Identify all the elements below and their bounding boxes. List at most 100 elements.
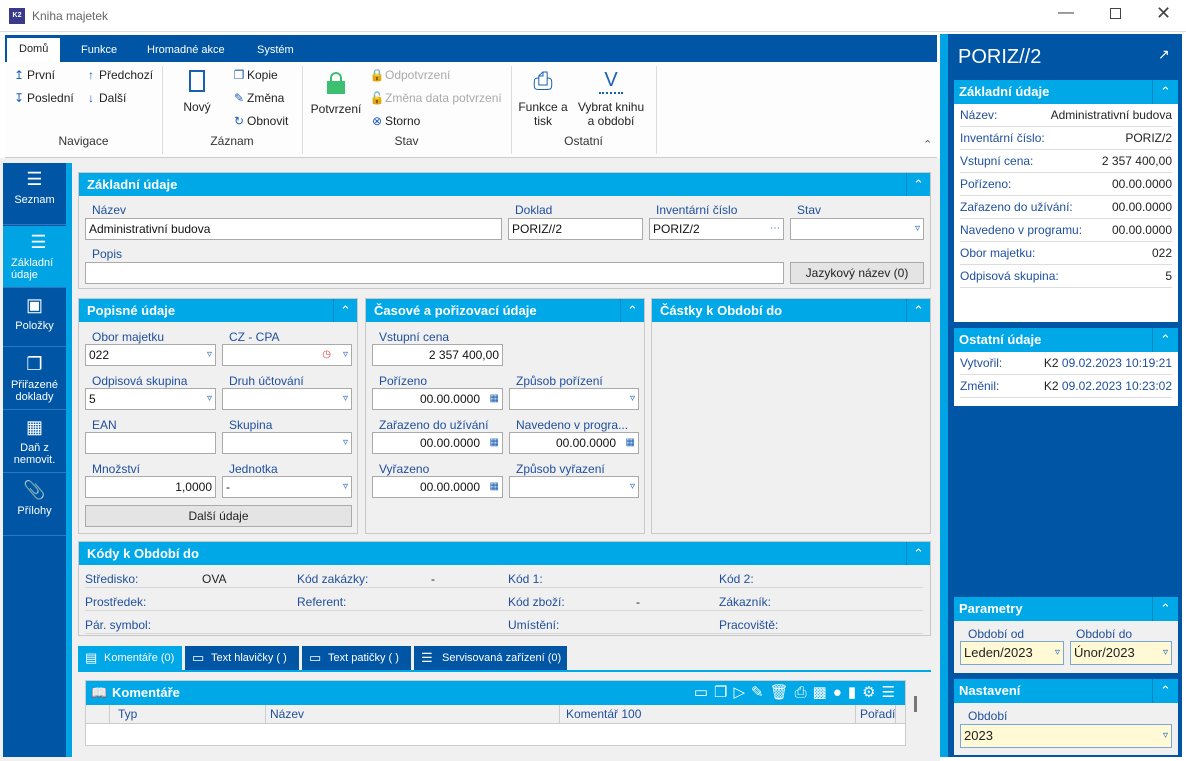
collapse-icon[interactable]: ⌃: [906, 542, 930, 565]
column-komentar[interactable]: Komentář 100: [560, 705, 856, 723]
info-row: Vstupní cena: 2 357 400,00: [960, 150, 1172, 173]
comment-icon: ▤: [85, 650, 98, 665]
tab-text-hlavicky[interactable]: ▭ Text hlavičky ( ): [185, 646, 299, 670]
calendar-icon[interactable]: ▦: [489, 481, 499, 492]
vstupni-cena-input[interactable]: 2 357 400,00: [372, 344, 503, 366]
vyrazeno-input[interactable]: 00.00.0000 ▦: [372, 476, 503, 498]
new-button[interactable]: Nový: [177, 70, 217, 114]
nazev-input[interactable]: Administrativní budova: [85, 218, 502, 240]
change-date-button[interactable]: 🔓Změna data potvrzení: [369, 91, 502, 105]
tab-text-paticky[interactable]: ▭ Text patičky ( ): [302, 646, 411, 670]
panel-casove: Časové a pořizovací údaje ⌃ Vstupní cena …: [365, 298, 645, 534]
obor-label: Obor majetku: [92, 330, 165, 344]
maximize-icon[interactable]: [1110, 8, 1121, 19]
select-book-button[interactable]: V Vybrat knihu a období: [577, 70, 645, 128]
zpusob-vyrazeni-select[interactable]: ▿: [509, 476, 639, 498]
column-poradi[interactable]: Pořadí: [856, 705, 896, 723]
refresh-button[interactable]: ↻ Obnovit: [231, 114, 288, 128]
porizeno-input[interactable]: 00.00.0000 ▦: [372, 388, 503, 410]
right-settings: Nastavení ⌃ Období 2023 ▿: [954, 679, 1178, 755]
sidebar-item-prirazene-doklady[interactable]: ❐ Přiřazené doklady: [3, 348, 66, 410]
calendar-icon[interactable]: ▦: [489, 393, 499, 404]
first-button[interactable]: ↥ První: [11, 68, 55, 82]
calendar-icon[interactable]: ▦: [625, 437, 635, 448]
confirm-button[interactable]: Potvrzení: [307, 72, 365, 116]
copy-button[interactable]: ❐ Kopie: [231, 68, 278, 82]
panel-header: Kódy k Období do ⌃: [79, 542, 930, 565]
sidebar-item-zakladni-udaje[interactable]: ☰ Základní údaje: [3, 226, 66, 288]
info-label: Odpisová skupina:: [960, 269, 1059, 283]
odp-label: Odpisová skupina: [92, 374, 188, 388]
mnozstvi-input[interactable]: 1,0000: [85, 476, 216, 498]
column-nazev[interactable]: Název: [266, 705, 560, 723]
sidebar-item-label: Položky: [15, 320, 54, 332]
close-icon[interactable]: ✕: [1156, 3, 1172, 23]
zbozi-label: Kód zboží:: [508, 595, 565, 609]
ean-input[interactable]: [85, 432, 216, 454]
sidebar-item-dan[interactable]: ▦ Daň z nemovit.: [3, 411, 66, 473]
period-to-select[interactable]: Únor/2023 ▿: [1070, 641, 1172, 665]
scrollbar[interactable]: [914, 696, 917, 712]
next-button[interactable]: ↓ Další: [83, 91, 126, 105]
tab-servisovana-zarizeni[interactable]: ☰ Servisovaná zařízení (0): [414, 646, 567, 670]
zarazeno-input[interactable]: 00.00.0000 ▦: [372, 432, 503, 454]
popis-input[interactable]: [85, 262, 784, 284]
tab-funkce[interactable]: Funkce: [81, 44, 118, 56]
stav-select[interactable]: ▿: [790, 218, 924, 240]
cancel-circle-icon: ⊗: [371, 114, 383, 128]
period-from-select[interactable]: Leden/2023 ▿: [960, 641, 1064, 665]
obor-select[interactable]: 022 ▿: [85, 344, 216, 366]
odp-select[interactable]: 5 ▿: [85, 388, 216, 410]
right-basic: Základní údaje ⌃ Název: Administrativní bu…: [954, 80, 1178, 322]
navedeno-input[interactable]: 00.00.0000 ▦: [509, 432, 639, 454]
tab-system[interactable]: Systém: [257, 44, 294, 56]
period-select[interactable]: 2023 ▿: [960, 724, 1172, 748]
minimize-icon[interactable]: —: [1058, 4, 1074, 21]
sidebar-item-seznam[interactable]: ☰ Seznam: [3, 163, 66, 225]
jednotka-select[interactable]: - ▿: [222, 476, 352, 498]
info-row: Název: Administrativní budova: [960, 104, 1172, 127]
change-button[interactable]: ✎ Změna: [231, 91, 284, 105]
collapse-ribbon-icon[interactable]: ⌃: [923, 139, 933, 151]
info-value: 5: [1165, 269, 1172, 283]
collapse-icon[interactable]: ⌃: [1152, 597, 1178, 621]
druh-select[interactable]: ▿: [222, 388, 352, 410]
more-icon[interactable]: ⋯: [770, 223, 780, 234]
collapse-icon[interactable]: ⌃: [620, 299, 644, 322]
doklad-input[interactable]: PORIZ//2: [508, 218, 643, 240]
prev-button[interactable]: ↑ Předchozí: [83, 68, 153, 82]
inv-input[interactable]: PORIZ/2 ⋯: [649, 218, 784, 240]
document-icon: ▭: [309, 650, 322, 665]
unlock-icon: 🔓: [369, 91, 385, 105]
popout-icon[interactable]: ↗: [1158, 46, 1170, 62]
calendar-icon[interactable]: ▦: [489, 437, 499, 448]
print-button[interactable]: ⎙ Funkce a tisk: [517, 70, 569, 129]
cz-select[interactable]: ◷ ▿: [222, 344, 352, 366]
collapse-icon[interactable]: ⌃: [906, 299, 930, 322]
last-button[interactable]: ↧ Poslední: [11, 91, 74, 105]
language-name-button[interactable]: Jazykový název (0): [790, 262, 924, 284]
storno-button[interactable]: ⊗ Storno: [369, 114, 420, 128]
collapse-icon[interactable]: ⌃: [1152, 679, 1178, 703]
refresh-label: Obnovit: [247, 114, 289, 128]
collapse-icon[interactable]: ⌃: [906, 173, 930, 196]
book-icon: 📖: [91, 685, 108, 700]
collapse-icon[interactable]: ⌃: [1152, 80, 1178, 104]
sidebar-item-polozky[interactable]: ▣ Položky: [3, 289, 66, 347]
zpusob-porizeni-select[interactable]: ▿: [509, 388, 639, 410]
collapse-icon[interactable]: ⌃: [1152, 328, 1178, 352]
column-typ[interactable]: Typ: [110, 705, 266, 723]
zakazka-value: -: [431, 572, 435, 586]
tab-domu[interactable]: Domů: [7, 38, 61, 62]
collapse-icon[interactable]: ⌃: [333, 299, 357, 322]
sidebar-splitter[interactable]: [66, 163, 72, 757]
sidebar-item-prilohy[interactable]: 📎 Přílohy: [3, 474, 66, 536]
more-details-button[interactable]: Další údaje: [85, 505, 352, 527]
zakaznik-label: Zákazník:: [719, 595, 772, 609]
right-splitter[interactable]: [940, 34, 948, 757]
skupina-select[interactable]: ▿: [222, 432, 352, 454]
tab-hromadne-akce[interactable]: Hromadné akce: [147, 44, 225, 56]
unconfirm-button[interactable]: 🔒Odpotvrzení: [369, 68, 451, 82]
tab-komentare[interactable]: ▤ Komentáře (0): [78, 646, 182, 670]
grid-toolbar-icons[interactable]: ▭❐▷✎🗑⎙▩●▮⚙☰: [693, 684, 901, 701]
